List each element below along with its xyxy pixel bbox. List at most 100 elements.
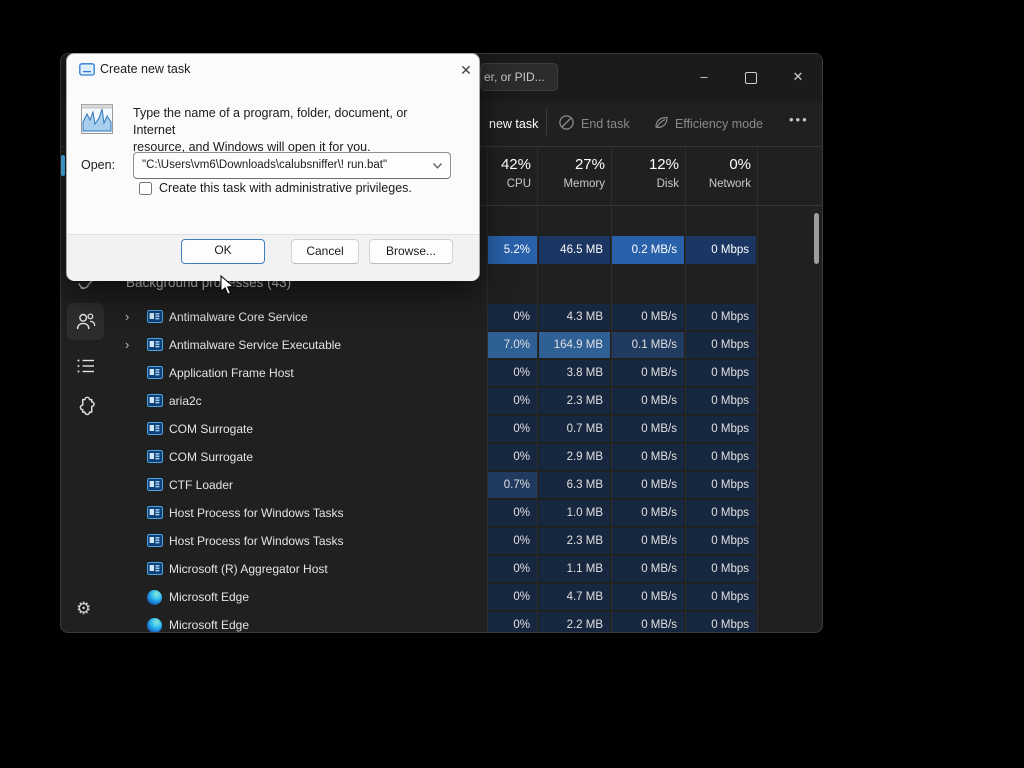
memory-cell: 1.0 MB xyxy=(539,500,610,526)
mouse-cursor xyxy=(220,275,235,295)
cpu-cell: 0% xyxy=(488,556,537,582)
dialog-title: Create new task xyxy=(100,62,191,76)
cancel-button[interactable]: Cancel xyxy=(291,239,359,264)
memory-cell: 4.3 MB xyxy=(539,304,610,330)
search-input[interactable]: er, or PID... xyxy=(480,63,558,91)
memory-cell: 0.7 MB xyxy=(539,416,610,442)
network-cell: 0 Mbps xyxy=(686,500,756,526)
network-cell: 0 Mbps xyxy=(686,360,756,386)
microsoft-edge-icon xyxy=(147,618,162,632)
process-icon-wrap xyxy=(147,366,163,384)
process-icon-wrap xyxy=(147,506,163,524)
browse-button[interactable]: Browse... xyxy=(369,239,453,264)
memory-cell: 2.2 MB xyxy=(539,612,610,632)
column-separator xyxy=(611,148,612,632)
efficiency-mode-button[interactable]: Efficiency mode xyxy=(675,117,764,131)
cpu-cell: 5.2% xyxy=(488,236,537,264)
header-percent-cpu[interactable]: 42% xyxy=(500,156,531,173)
disk-cell: 0 MB/s xyxy=(612,556,684,582)
sidebar-item-services[interactable] xyxy=(67,387,104,424)
column-separator xyxy=(487,148,488,632)
header-label-network[interactable]: Network xyxy=(708,178,751,190)
process-app-icon xyxy=(147,422,163,435)
dialog-close-icon[interactable]: ✕ xyxy=(460,62,472,78)
disk-cell: 0.1 MB/s xyxy=(612,332,684,358)
cpu-cell: 0% xyxy=(488,388,537,414)
efficiency-mode-icon xyxy=(655,116,668,129)
header-percent-network[interactable]: 0% xyxy=(729,156,751,173)
open-combobox[interactable]: "C:\Users\vm6\Downloads\calubsniffer\! r… xyxy=(133,152,451,179)
disk-cell: 0 MB/s xyxy=(612,444,684,470)
minimize-button[interactable]: – xyxy=(700,69,708,84)
header-percent-memory[interactable]: 27% xyxy=(574,156,605,173)
run-new-task-button[interactable]: new task xyxy=(489,117,539,131)
process-name: Antimalware Core Service xyxy=(169,310,308,324)
network-cell: 0 Mbps xyxy=(686,584,756,610)
memory-cell: 3.8 MB xyxy=(539,360,610,386)
disk-cell: 0 MB/s xyxy=(612,416,684,442)
column-separator xyxy=(757,148,758,632)
dialog-description: Type the name of a program, folder, docu… xyxy=(133,106,408,154)
memory-cell: 164.9 MB xyxy=(539,332,610,358)
network-cell: 0 Mbps xyxy=(686,236,756,264)
cpu-cell: 0% xyxy=(488,444,537,470)
process-app-icon xyxy=(147,366,163,379)
expand-chevron-icon[interactable]: › xyxy=(125,337,130,352)
memory-cell: 2.3 MB xyxy=(539,528,610,554)
column-separator xyxy=(537,148,538,632)
header-label-disk[interactable]: Disk xyxy=(656,178,679,190)
process-name: aria2c xyxy=(169,394,202,408)
ok-button[interactable]: OK xyxy=(181,239,265,264)
process-name: Microsoft Edge xyxy=(169,618,250,632)
memory-cell: 46.5 MB xyxy=(539,236,610,264)
users-icon xyxy=(76,313,95,330)
disk-cell: 0 MB/s xyxy=(612,528,684,554)
scrollbar-thumb[interactable] xyxy=(814,213,819,264)
header-percent-disk[interactable]: 12% xyxy=(648,156,679,173)
process-app-icon xyxy=(147,562,163,575)
process-icon-wrap xyxy=(147,478,163,496)
details-icon xyxy=(77,359,94,372)
settings-gear-icon[interactable]: ⚙ xyxy=(76,599,92,619)
process-app-icon xyxy=(147,338,163,351)
column-separator xyxy=(685,148,686,632)
disk-cell: 0.2 MB/s xyxy=(612,236,684,264)
process-app-icon xyxy=(147,478,163,491)
admin-privileges-checkbox[interactable] xyxy=(139,182,152,195)
process-icon-wrap xyxy=(147,590,162,605)
disk-cell: 0 MB/s xyxy=(612,500,684,526)
process-name: CTF Loader xyxy=(169,478,234,492)
expand-chevron-icon[interactable]: › xyxy=(125,309,130,324)
close-button[interactable]: ✕ xyxy=(792,69,804,84)
cpu-cell: 7.0% xyxy=(488,332,537,358)
cpu-cell: 0% xyxy=(488,304,537,330)
process-app-icon xyxy=(147,394,163,407)
process-name: COM Surrogate xyxy=(169,422,254,436)
more-options-button[interactable]: ••• xyxy=(789,112,809,127)
open-label: Open: xyxy=(81,158,116,172)
admin-privileges-label: Create this task with administrative pri… xyxy=(159,181,412,195)
process-icon-wrap xyxy=(147,534,163,552)
process-app-icon xyxy=(147,534,163,547)
disk-cell: 0 MB/s xyxy=(612,472,684,498)
cpu-cell: 0% xyxy=(488,500,537,526)
process-name: Microsoft (R) Aggregator Host xyxy=(169,562,328,576)
active-page-indicator xyxy=(61,155,65,176)
open-combobox-value: "C:\Users\vm6\Downloads\calubsniffer\! r… xyxy=(142,159,388,171)
disk-cell: 0 MB/s xyxy=(612,612,684,632)
process-name: Microsoft Edge xyxy=(169,590,250,604)
maximize-button[interactable] xyxy=(745,72,757,84)
header-label-cpu[interactable]: CPU xyxy=(506,178,531,190)
end-task-button[interactable]: End task xyxy=(581,117,630,131)
process-icon-wrap xyxy=(147,310,163,328)
create-new-task-dialog: Create new task ✕ Type the name of a pro… xyxy=(66,53,480,281)
sidebar-item-users[interactable] xyxy=(67,303,104,340)
header-label-memory[interactable]: Memory xyxy=(563,178,605,190)
memory-cell: 2.3 MB xyxy=(539,388,610,414)
network-cell: 0 Mbps xyxy=(686,304,756,330)
process-name: Host Process for Windows Tasks xyxy=(169,506,344,520)
microsoft-edge-icon xyxy=(147,590,162,605)
sidebar-item-details[interactable] xyxy=(67,347,104,384)
network-cell: 0 Mbps xyxy=(686,332,756,358)
